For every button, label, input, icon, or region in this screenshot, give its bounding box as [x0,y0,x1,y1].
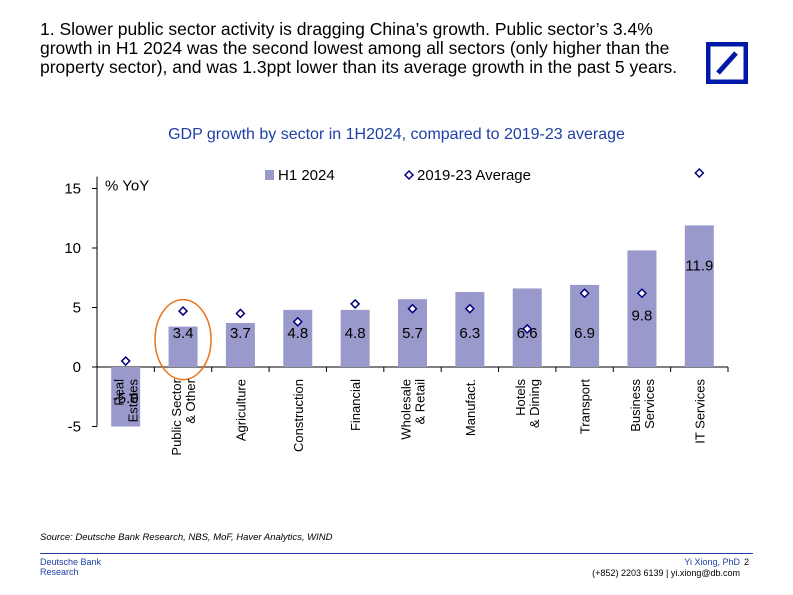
x-category-label: Hotels [513,379,528,416]
y-tick-label: 5 [73,300,81,317]
source-note: Source: Deutsche Bank Research, NBS, MoF… [40,532,333,543]
y-tick-label: -5 [68,419,81,436]
deutsche-bank-logo [706,42,748,84]
bar-data-label: 6.3 [459,325,480,342]
avg-2019-23-marker [694,167,705,179]
bar-data-label: 9.8 [632,307,653,324]
bar-data-label: 3.7 [230,325,251,342]
slide-headline: 1. Slower public sector activity is drag… [40,19,678,77]
bar-data-label: -5.0 [113,390,139,407]
bar-h1-2024 [684,225,714,367]
footer-org: Deutsche Bank Research [40,557,101,577]
chart-title: GDP growth by sector in 1H2024, compared… [168,126,625,143]
x-category-label: IT Services [692,379,707,444]
x-category-label: Transport [578,379,593,435]
legend-marker-avg [403,169,415,181]
x-category-label: & Retail [413,379,428,425]
footer-org-line1: Deutsche Bank [40,557,102,567]
footer-author-block: Yi Xiong, PhD (+852) 2203 6139 | yi.xion… [380,557,740,579]
y-tick-label: 0 [73,359,81,376]
bar-h1-2024 [168,326,198,367]
avg-2019-23-marker [579,288,590,299]
x-category-label: Public Sector [169,378,184,455]
legend-label-h1-2024: H1 2024 [278,167,335,184]
bar-h1-2024 [570,284,600,367]
y-tick-label: 10 [64,240,81,257]
bar-data-label: 11.9 [685,257,713,274]
footer-contact: (+852) 2203 6139 | yi.xiong@db.com [592,568,740,578]
footer-divider [40,553,753,554]
avg-2019-23-marker [292,316,303,327]
x-category-label: Estates [126,379,141,423]
highlight-ellipse [154,298,212,381]
legend-swatch-h1-2024 [265,170,274,180]
bar-h1-2024 [111,367,141,427]
avg-2019-23-marker [350,298,361,309]
x-category-label: Agriculture [233,379,248,441]
avg-2019-23-marker [522,323,533,334]
x-category-label: Business [628,379,643,432]
logo-slash [716,51,738,75]
y-axis-label: % YoY [105,178,149,195]
bar-data-label: 5.7 [402,325,423,342]
bar-data-label: 4.8 [345,325,366,342]
avg-2019-23-marker [120,355,131,367]
page-number: 2 [744,557,750,567]
bar-h1-2024 [627,250,657,367]
logo-frame [706,42,748,84]
avg-2019-23-marker [177,306,189,317]
x-category-label: Services [642,379,657,429]
bar-data-label: 4.8 [287,325,308,342]
bar-data-label: 6.9 [574,325,595,342]
x-category-label: Financial [348,379,363,431]
x-category-label: & Dining [527,379,542,428]
x-category-label: Manufact. [463,379,478,436]
bar-h1-2024 [340,309,370,367]
legend-label-avg: 2019-23 Average [417,167,531,184]
x-category-label: Construction [291,379,306,452]
avg-2019-23-marker [235,308,246,319]
y-tick-label: 15 [64,181,81,198]
footer-author: Yi Xiong, PhD [684,557,740,567]
footer-org-line2: Research [40,567,79,577]
x-category-label: Wholesale [399,379,414,440]
x-category-label: & Other [183,378,198,423]
x-category-label: Real [112,379,127,406]
avg-2019-23-marker [636,288,648,299]
avg-2019-23-marker [464,303,475,314]
bar-h1-2024 [225,322,255,367]
avg-2019-23-marker [407,303,418,314]
bar-data-label: 3.4 [173,325,194,342]
